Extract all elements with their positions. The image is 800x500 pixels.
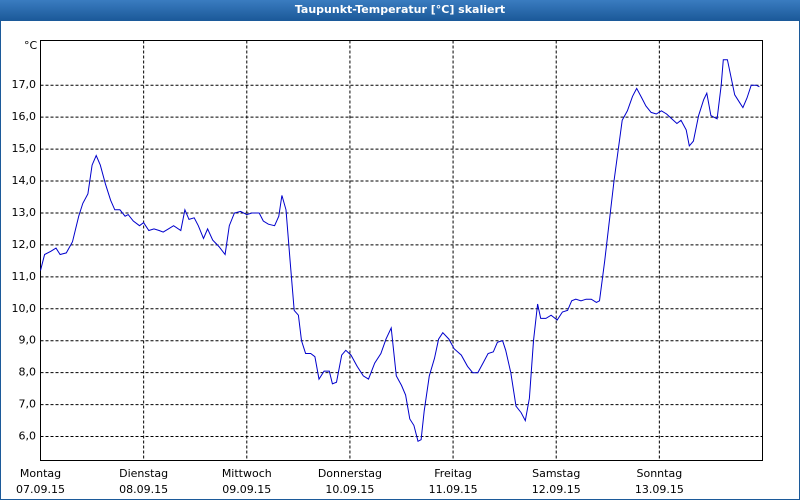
y-tick-label: 12,0	[12, 238, 37, 251]
y-tick-label: 10,0	[12, 302, 37, 315]
y-unit: °C	[24, 39, 38, 52]
y-tick-label: 8,0	[19, 366, 37, 379]
x-tick-date: 09.09.15	[222, 483, 271, 496]
x-tick-date: 11.09.15	[429, 483, 478, 496]
x-tick-date: 13.09.15	[635, 483, 684, 496]
x-tick-label: Mittwoch	[222, 467, 272, 480]
x-tick-date: 07.09.15	[16, 483, 65, 496]
x-tick-label: Donnerstag	[318, 467, 382, 480]
x-tick-label: Sonntag	[637, 467, 683, 480]
x-tick-label: Samstag	[532, 467, 580, 480]
x-tick-label: Dienstag	[119, 467, 168, 480]
title-bar	[0, 0, 800, 20]
x-tick-label: Freitag	[434, 467, 472, 480]
x-tick-date: 10.09.15	[325, 483, 374, 496]
data-line	[40, 59, 760, 443]
y-tick-label: 13,0	[12, 206, 37, 219]
x-tick-date: 08.09.15	[119, 483, 168, 496]
x-tick-date: 12.09.15	[532, 483, 581, 496]
window-frame	[0, 20, 800, 500]
y-tick-label: 14,0	[12, 174, 37, 187]
chart-title: Taupunkt-Temperatur [°C] skaliert	[295, 3, 505, 16]
x-tick-label: Montag	[20, 467, 61, 480]
y-tick-label: 17,0	[12, 78, 37, 91]
y-tick-label: 7,0	[19, 398, 37, 411]
y-tick-label: 16,0	[12, 110, 37, 123]
y-tick-label: 9,0	[19, 334, 37, 347]
y-tick-label: 15,0	[12, 142, 37, 155]
y-tick-label: 6,0	[19, 430, 37, 443]
y-tick-label: 11,0	[12, 270, 37, 283]
